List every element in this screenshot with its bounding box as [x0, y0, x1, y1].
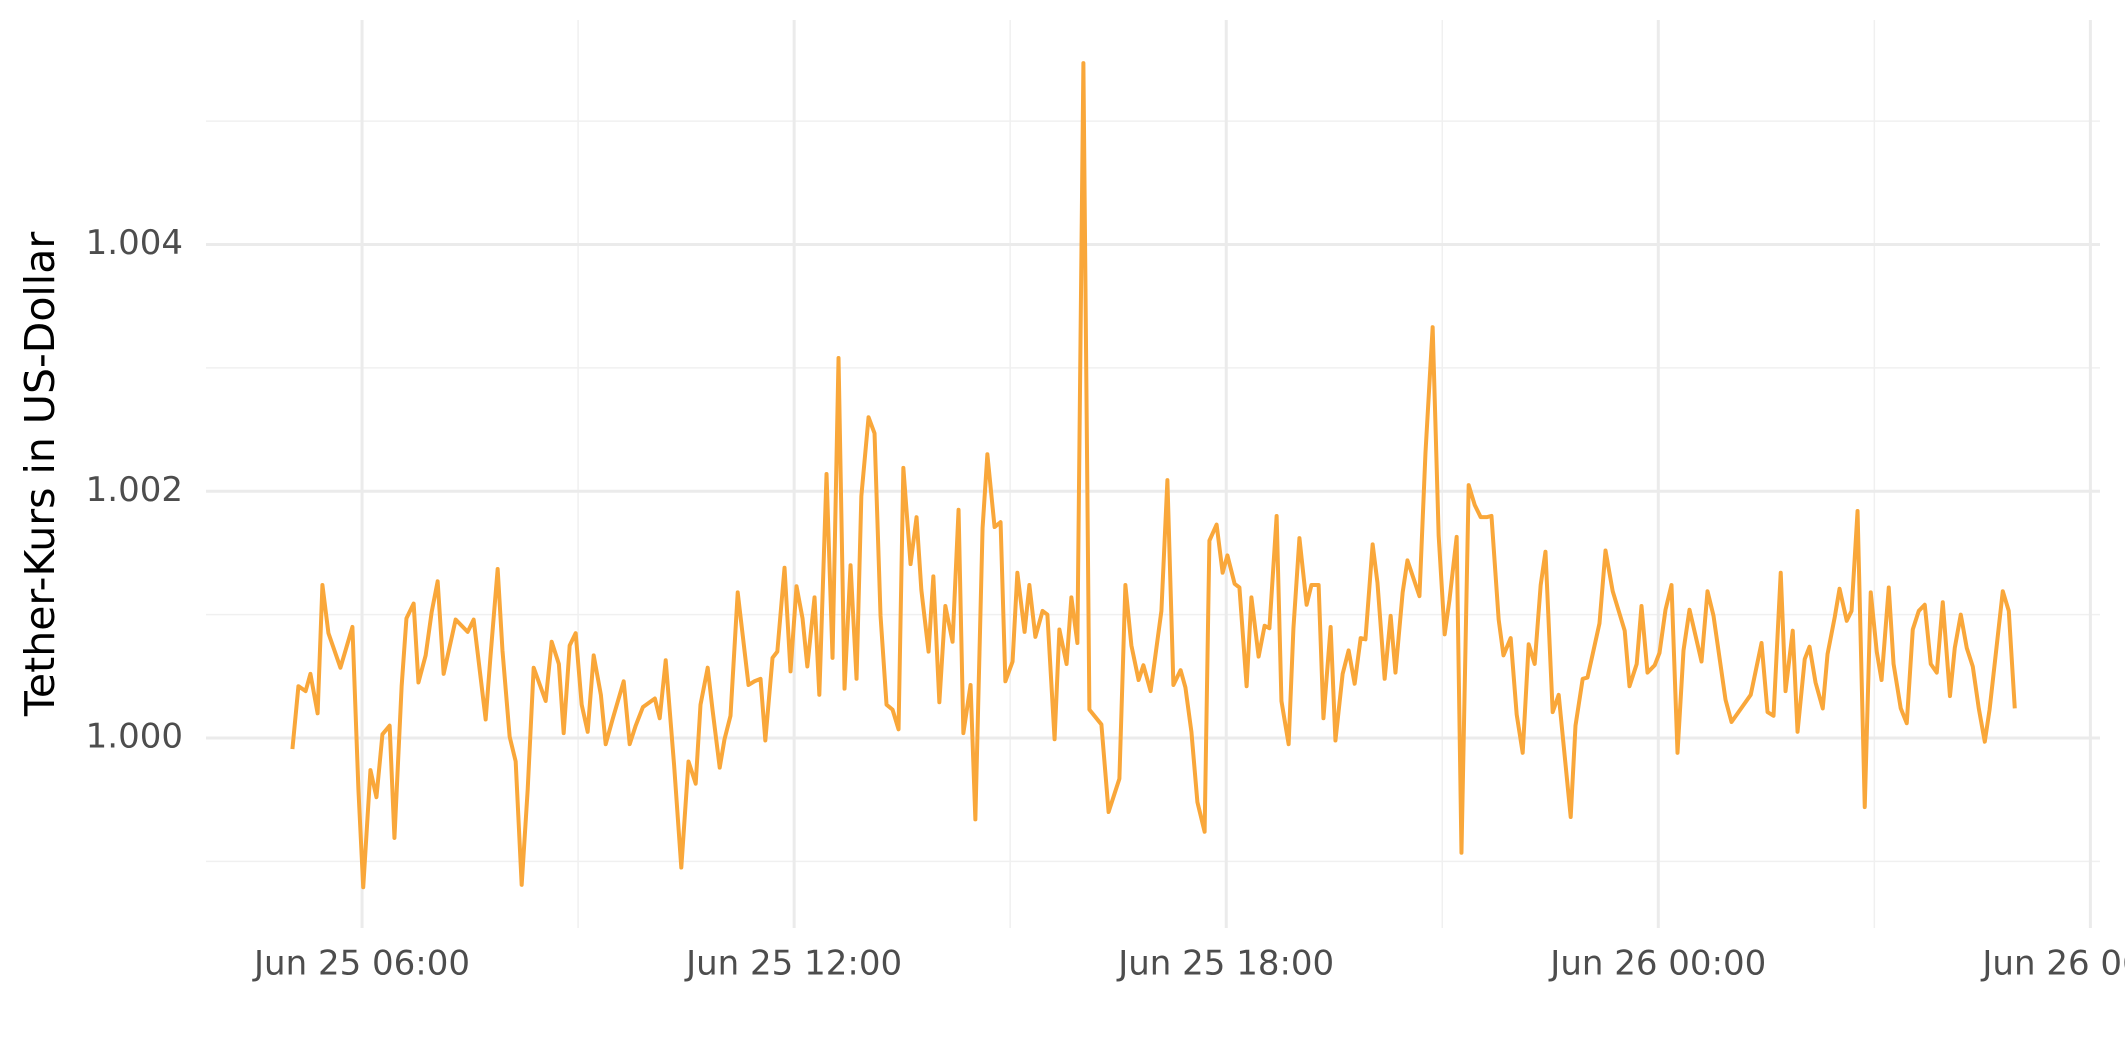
x-tick-label: Jun 26 00:00 [1548, 944, 1766, 984]
x-tick-label: Jun 25 18:00 [1116, 944, 1334, 984]
x-tick-label: Jun 25 12:00 [684, 944, 902, 984]
price-line [290, 61, 2017, 890]
y-tick-label: 1.002 [86, 470, 183, 510]
y-tick-label: 1.004 [86, 223, 183, 263]
y-tick-label: 1.000 [86, 717, 183, 757]
y-axis-title: Tether-Kurs in US-Dollar [16, 232, 64, 717]
x-tick-label: Jun 26 06:00 [1980, 944, 2125, 984]
x-tick-label: Jun 25 06:00 [252, 944, 470, 984]
